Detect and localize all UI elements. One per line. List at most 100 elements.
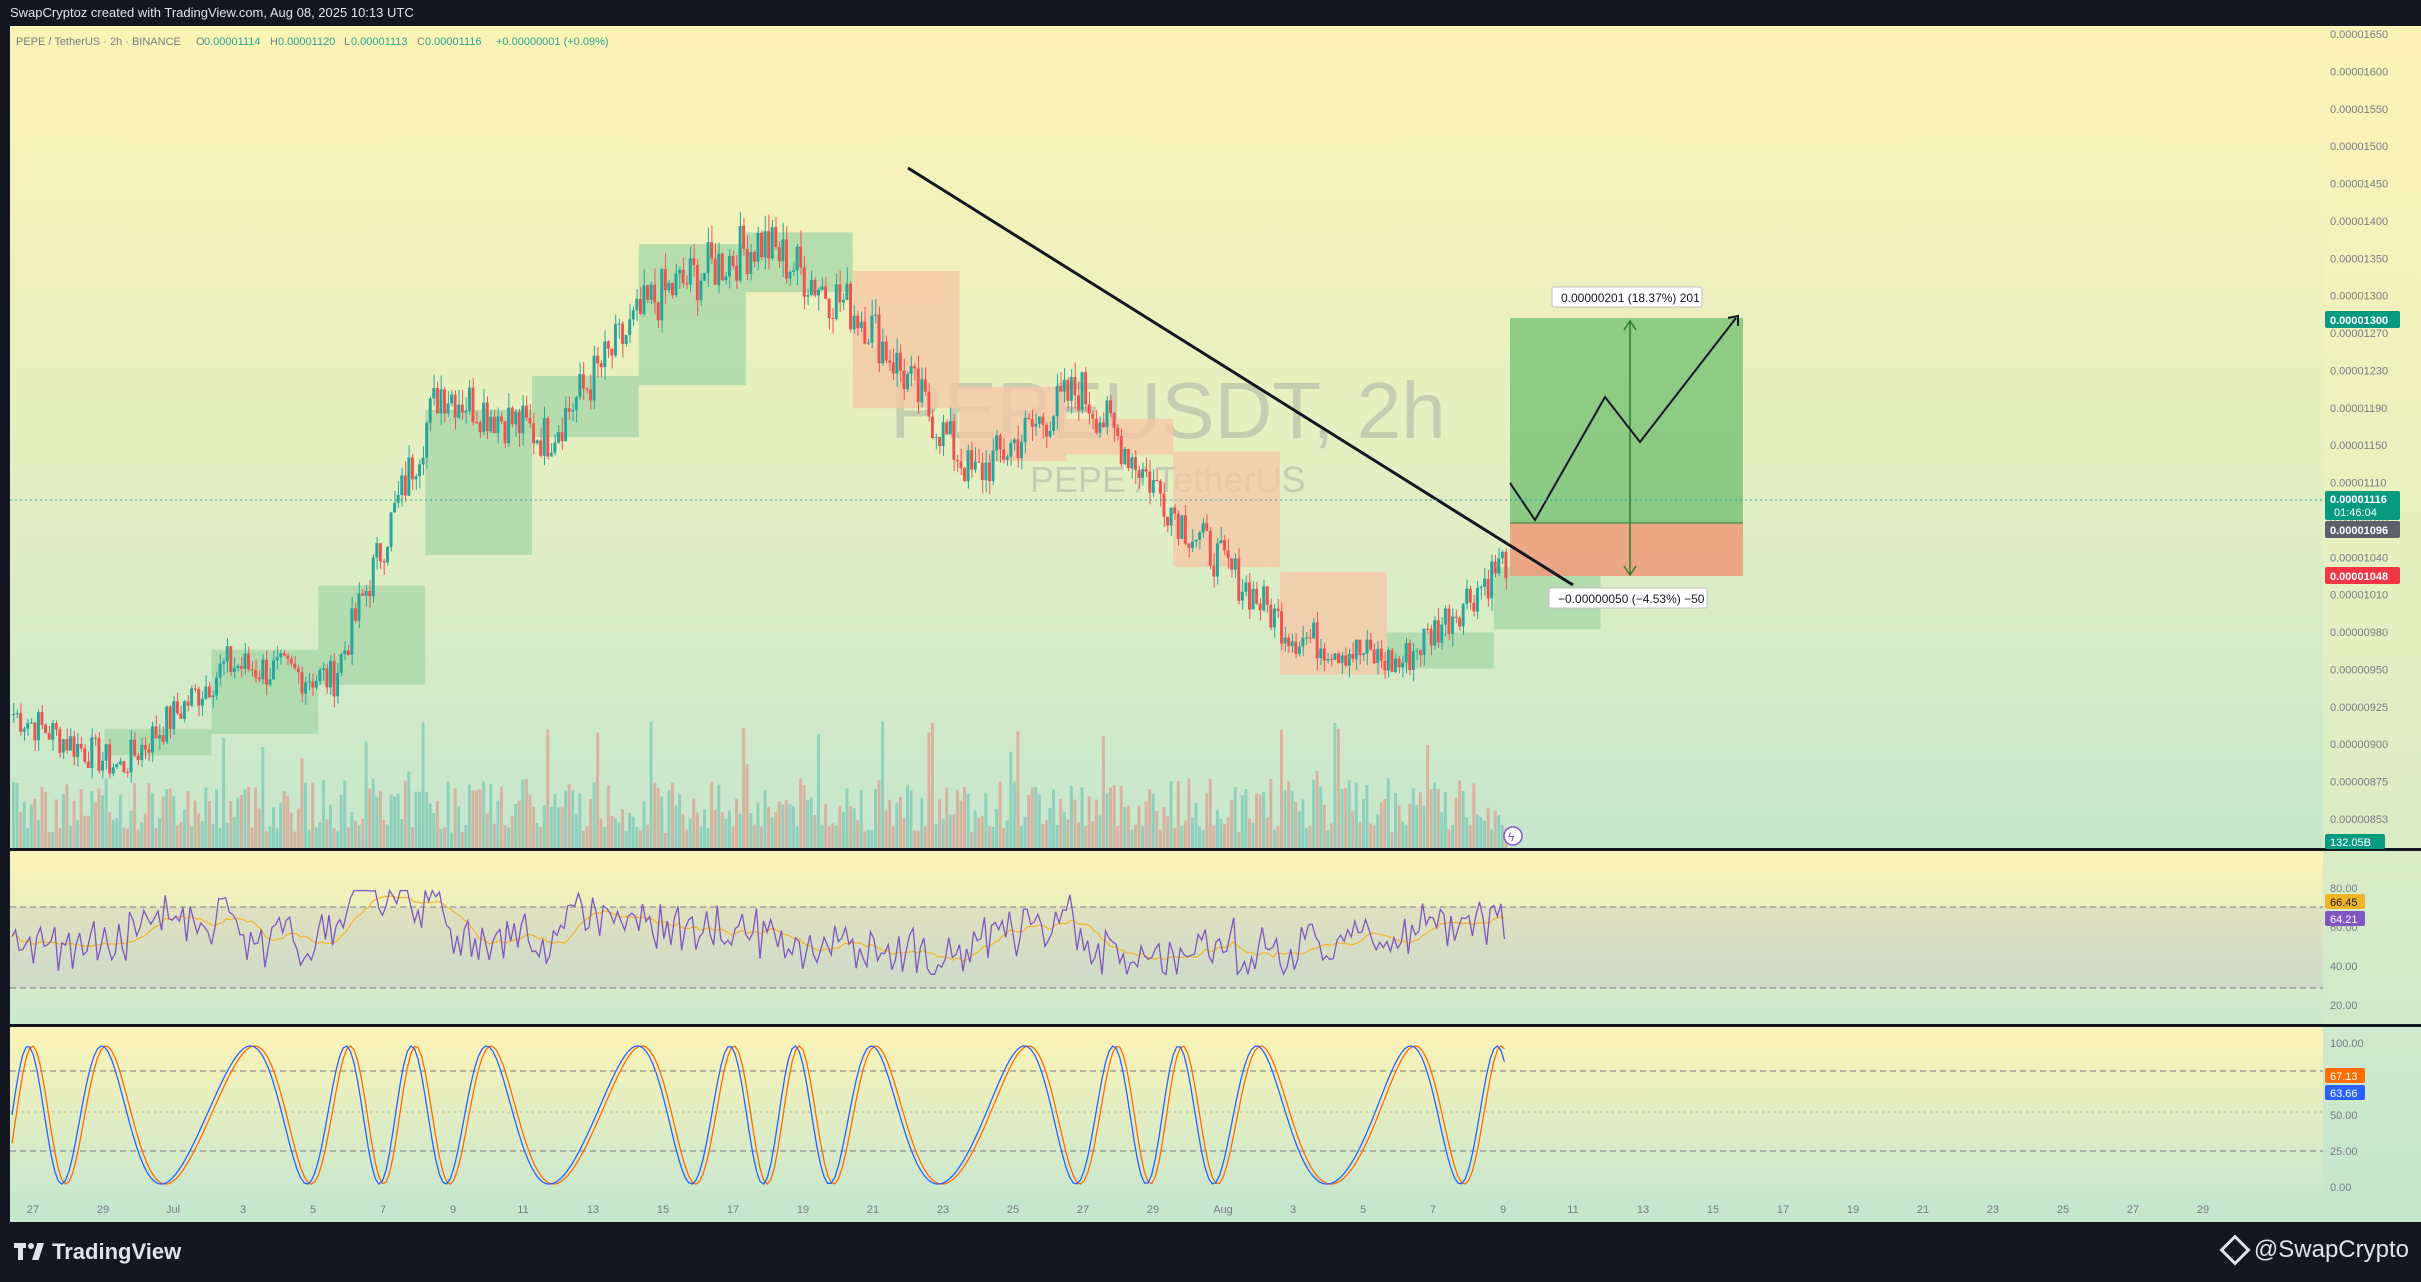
volume-bar	[168, 788, 172, 848]
candle-body	[1472, 602, 1476, 612]
volume-bar	[642, 801, 646, 848]
candle-body	[336, 672, 340, 697]
candle-body	[898, 352, 902, 371]
volume-bar	[1262, 791, 1266, 848]
volume-bar	[742, 727, 746, 848]
volume-bar	[229, 801, 233, 848]
price-tick: 0.00001350	[2330, 253, 2388, 265]
volume-bar	[1187, 778, 1191, 848]
volume-bar	[1020, 826, 1023, 848]
candle-body	[895, 352, 899, 374]
candle-body	[467, 387, 471, 411]
descending-trendline[interactable]	[907, 166, 1574, 587]
volume-bar	[859, 789, 863, 848]
volume-bar	[610, 816, 614, 848]
stop-zone[interactable]	[1510, 523, 1743, 576]
volume-bar	[613, 818, 617, 848]
candle-body	[831, 318, 835, 320]
candle-body	[539, 440, 543, 456]
lightning-icon[interactable]	[1503, 826, 1523, 846]
volume-bar	[1247, 818, 1251, 848]
volume-bar	[432, 812, 436, 848]
candle-body	[150, 726, 154, 753]
volume-bar	[1422, 805, 1426, 848]
volume-bar	[806, 800, 810, 848]
candle-body	[556, 432, 560, 443]
volume-bar	[809, 797, 813, 848]
candle-body	[218, 663, 222, 678]
volume-bar	[47, 832, 51, 848]
time-tick: 7	[1430, 1204, 1436, 1216]
volume-bar	[439, 829, 443, 848]
volume-bar	[1230, 799, 1234, 848]
candle-body	[143, 745, 147, 750]
candle-body	[945, 422, 949, 435]
volume-bar	[638, 829, 642, 848]
footer-bar: TradingView @SwapCrypto	[0, 1222, 2421, 1282]
candle-body	[257, 677, 261, 680]
candle-body	[492, 416, 496, 434]
candle-body	[1020, 442, 1023, 459]
candle-body	[1500, 551, 1504, 559]
volume-bar	[1034, 786, 1038, 848]
candle-body	[1137, 470, 1141, 478]
projection-arrow-head	[1727, 314, 1739, 326]
time-tick: Aug	[1213, 1204, 1233, 1216]
candle-body	[12, 713, 15, 715]
candle-body	[1155, 479, 1159, 482]
volume-bar	[503, 825, 507, 848]
stoch-tick: 0.00	[2330, 1182, 2351, 1194]
chart-canvas[interactable]: PEPEUSDT, 2h PEPE / TetherUS 0.00000201 …	[0, 26, 2421, 1222]
volume-bar	[539, 827, 543, 848]
volume-bar	[1319, 786, 1323, 848]
volume-bar	[133, 782, 137, 848]
volume-bar	[945, 787, 949, 848]
volume-bar	[703, 809, 706, 848]
time-axis[interactable]	[10, 1197, 2421, 1222]
candle-body	[282, 653, 286, 656]
volume-bar	[357, 825, 361, 848]
tradingview-logo[interactable]: TradingView	[14, 1238, 181, 1266]
volume-bar	[574, 813, 578, 848]
candle-body	[1269, 604, 1273, 628]
candle-body	[1141, 469, 1145, 478]
candle-body	[923, 379, 927, 392]
volume-bar	[1440, 811, 1444, 848]
candle-body	[571, 410, 575, 412]
candle-body	[859, 321, 863, 329]
candle-body	[745, 248, 749, 274]
candle-body	[1326, 659, 1330, 661]
time-tick: 29	[2197, 1204, 2209, 1216]
volume-bar	[881, 721, 885, 848]
candle-body	[140, 745, 144, 760]
volume-bar	[1141, 826, 1145, 848]
price-tick: 0.00001110	[2330, 478, 2386, 490]
volume-bar	[1166, 816, 1170, 848]
volume-bar	[1037, 794, 1041, 848]
rsi-pane[interactable]	[10, 851, 2323, 1024]
volume-bar	[296, 808, 300, 848]
price-axis[interactable]	[2323, 26, 2421, 1197]
candle-body	[1052, 416, 1056, 431]
time-tick: 11	[517, 1204, 528, 1216]
volume-bar	[824, 804, 828, 848]
volume-bar	[963, 786, 966, 848]
volume-bar	[272, 807, 275, 848]
volume-bar	[332, 828, 336, 848]
time-scale: 27 29 Jul 3 5 7 9 11 13 15 17 19 21 23 25 27 29 Aug 3 5 7 9 11…	[27, 1204, 2209, 1216]
legend-l-label: L	[344, 36, 350, 48]
candle-body	[656, 302, 660, 321]
candle-body	[1005, 456, 1009, 460]
target-zone[interactable]	[1510, 318, 1743, 523]
candle-body	[532, 423, 535, 444]
candle-body	[54, 723, 58, 730]
volume-bar	[193, 800, 197, 848]
volume-bar	[1390, 832, 1394, 848]
candle-body	[1094, 418, 1098, 433]
volume-bar	[535, 822, 539, 848]
volume-bar	[150, 793, 154, 848]
candle-body	[268, 679, 272, 685]
volume-bar	[190, 826, 194, 848]
volume-bar	[1433, 782, 1437, 848]
volume-bar	[549, 806, 553, 848]
